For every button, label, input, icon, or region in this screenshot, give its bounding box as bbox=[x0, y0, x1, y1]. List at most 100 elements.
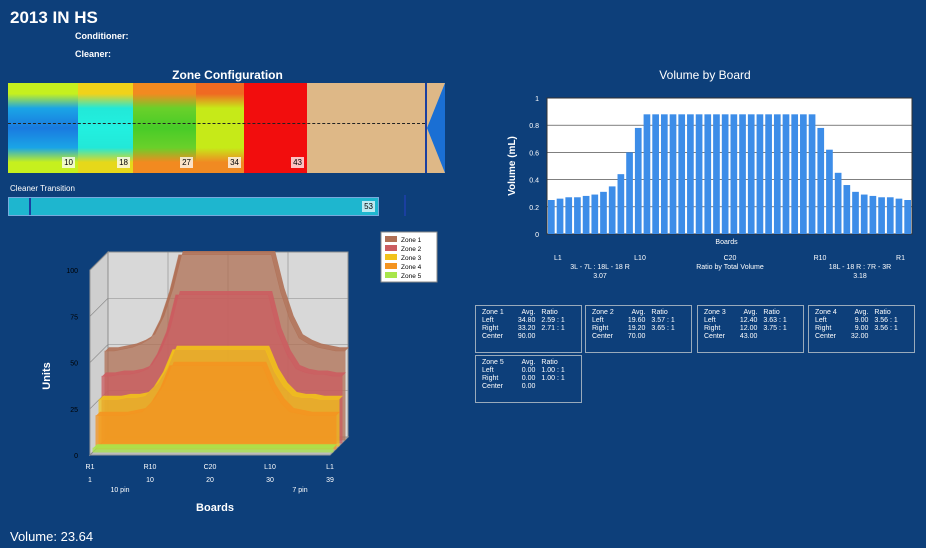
cleaner-start-marker bbox=[29, 198, 31, 215]
zone-stat-cell: 12.00 bbox=[739, 325, 758, 332]
zone-stat-box: Zone 4 Avg. Ratio Left 9.00 3.56 : 1 Right 9.00… bbox=[808, 305, 915, 353]
zone-stat-cell: 19.20 bbox=[627, 325, 646, 332]
volume-readout: Volume: 23.64 bbox=[10, 529, 94, 544]
board-label: R10 bbox=[814, 255, 827, 262]
legend-label: Zone 2 bbox=[401, 246, 422, 253]
zone-stat-cell: Left bbox=[815, 317, 827, 324]
zone-stat-cell bbox=[535, 383, 575, 391]
zone-stat-cell: Ratio bbox=[651, 309, 668, 316]
zone-marker: 27 bbox=[180, 157, 193, 168]
volume-bar bbox=[886, 197, 894, 234]
volume-bar bbox=[626, 152, 633, 234]
zone-stat-row: Center 32.00 bbox=[815, 333, 908, 341]
y-tick-label: 0.8 bbox=[529, 123, 539, 130]
zone-stat-box: Zone 1 Avg. Ratio Left 34.80 2.59 : 1 Right 33.… bbox=[475, 305, 582, 353]
volume-bar bbox=[591, 194, 599, 234]
zone-segment-1[interactable]: 10 bbox=[8, 83, 78, 173]
zone-stat-box: Zone 3 Avg. Ratio Left 12.40 3.63 : 1 Right 12.… bbox=[697, 305, 804, 353]
board-label: C20 bbox=[724, 255, 737, 262]
zone-stat-cell: Left bbox=[482, 367, 494, 374]
gridline bbox=[89, 298, 109, 317]
volume-bar bbox=[869, 195, 877, 234]
y-tick-label: 1 bbox=[535, 96, 539, 103]
x-tick-label: C20 bbox=[204, 464, 217, 471]
volume-bar bbox=[548, 200, 555, 234]
volume-bar bbox=[730, 114, 738, 234]
legend-label: Zone 4 bbox=[401, 264, 422, 271]
zone-stat-cell: Center bbox=[482, 333, 504, 340]
zone-stat-cell: Left bbox=[482, 317, 494, 324]
zone-stat-cell: Center bbox=[704, 333, 726, 340]
zone-stat-cell: Zone 2 bbox=[592, 309, 614, 316]
volume-bar bbox=[756, 114, 764, 234]
volume-bar bbox=[669, 114, 677, 234]
legend-label: Zone 1 bbox=[401, 237, 422, 244]
volume-bar bbox=[643, 114, 651, 234]
zone-stat-cell: 19.60 bbox=[627, 317, 646, 324]
zone-stat-cell: 3.63 : 1 bbox=[763, 317, 787, 324]
zone-stat-row: Zone 4 Avg. Ratio bbox=[815, 309, 908, 317]
volume-bar bbox=[556, 198, 564, 234]
zone-configuration-bar[interactable]: 10 18 27 34 43 bbox=[8, 83, 445, 173]
zone-segment-lane[interactable] bbox=[307, 83, 427, 173]
zone-stat-cell: Center bbox=[815, 333, 837, 340]
volume-bar bbox=[678, 114, 686, 234]
zone-stat-cell bbox=[868, 333, 908, 341]
volume-bar bbox=[574, 197, 581, 234]
plot-area bbox=[546, 97, 913, 235]
x-axis-label: Boards bbox=[715, 239, 738, 246]
x-board-number: 39 bbox=[326, 477, 334, 484]
zone-stat-row: Right 33.20 2.71 : 1 bbox=[482, 325, 575, 333]
volume-bar bbox=[617, 174, 625, 234]
legend-label: Zone 3 bbox=[401, 255, 422, 262]
zone-stat-row: Right 19.20 3.65 : 1 bbox=[592, 325, 685, 333]
volume-bar bbox=[582, 195, 590, 234]
legend-swatch bbox=[385, 272, 397, 278]
zone-stat-cell: Right bbox=[815, 325, 832, 332]
zone-segment-3[interactable]: 27 bbox=[133, 83, 196, 173]
cleaner-transition-bar[interactable]: 53 bbox=[8, 197, 379, 216]
volume-bar bbox=[634, 127, 642, 234]
volume-bar bbox=[895, 198, 903, 234]
volume-bar bbox=[739, 114, 746, 234]
volume-bar bbox=[687, 114, 694, 234]
volume-bar bbox=[852, 191, 859, 234]
zone-marker: 10 bbox=[62, 157, 75, 168]
zone-stat-cell: 2.71 : 1 bbox=[541, 325, 565, 332]
zone-stat-row: Right 0.00 1.00 : 1 bbox=[482, 375, 575, 383]
zone-stat-cell: 2.59 : 1 bbox=[541, 317, 565, 324]
cleaner-end-marker bbox=[404, 195, 406, 216]
board-label: L10 bbox=[634, 255, 646, 262]
zone-stat-cell: Right bbox=[482, 325, 499, 332]
legend-swatch bbox=[385, 254, 397, 260]
zone-segment-2[interactable]: 18 bbox=[78, 83, 133, 173]
area-series bbox=[92, 447, 334, 453]
zone-stat-cell: 9.00 bbox=[854, 325, 869, 332]
series-top bbox=[93, 444, 337, 449]
zone-stat-cell: 1.00 : 1 bbox=[541, 367, 565, 374]
zone-segment-4[interactable]: 34 bbox=[196, 83, 244, 173]
zone-stat-cell: Avg. bbox=[743, 309, 758, 316]
zone-segment-5[interactable]: 43 bbox=[244, 83, 307, 173]
y-tick-label: 0 bbox=[74, 453, 78, 460]
zone-stat-cell: 32.00 bbox=[850, 333, 869, 340]
zone-stat-row: Left 9.00 3.56 : 1 bbox=[815, 317, 908, 325]
volume-bar bbox=[695, 114, 703, 234]
zone-stat-row: Zone 3 Avg. Ratio bbox=[704, 309, 797, 317]
zone-stat-cell: Avg. bbox=[631, 309, 646, 316]
y-tick-label: 100 bbox=[66, 268, 78, 275]
zone-stat-cell: Zone 5 bbox=[482, 359, 504, 366]
y-tick-label: 0.6 bbox=[529, 150, 539, 157]
zone-stat-cell: 43.00 bbox=[739, 333, 758, 340]
zone-stat-row: Zone 5 Avg. Ratio bbox=[482, 359, 575, 367]
zone-stat-row: Left 34.80 2.59 : 1 bbox=[482, 317, 575, 325]
zone-stat-row: Left 19.60 3.57 : 1 bbox=[592, 317, 685, 325]
zone-stat-cell: 3.56 : 1 bbox=[874, 325, 898, 332]
volume-bar bbox=[721, 114, 729, 234]
zone-stat-cell: Left bbox=[704, 317, 716, 324]
zone-stat-cell: 70.00 bbox=[627, 333, 646, 340]
right-ratio-label: 18L - 18 R : 7R - 3R bbox=[829, 264, 891, 271]
zone-stat-cell: Zone 4 bbox=[815, 309, 837, 316]
zone-stat-cell: 0.00 bbox=[521, 375, 536, 382]
volume-bar bbox=[860, 194, 868, 234]
